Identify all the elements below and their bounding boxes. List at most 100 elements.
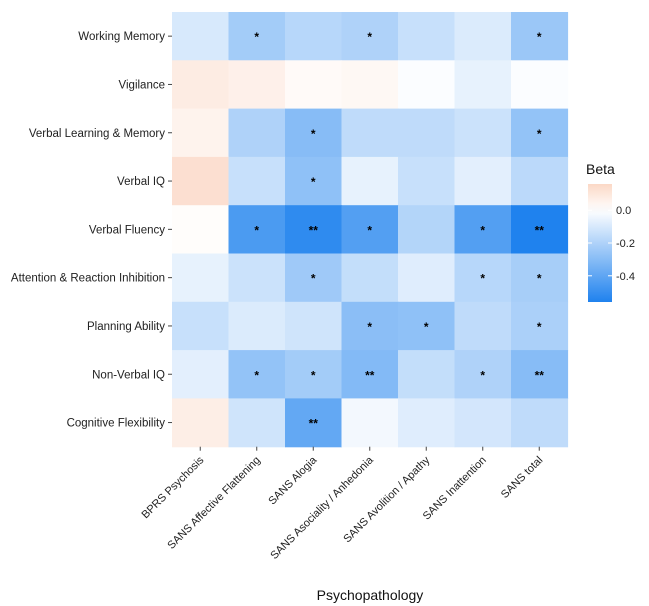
heatmap-cell — [172, 350, 230, 399]
y-tick-label: Verbal Learning & Memory — [29, 128, 165, 140]
significance-star: * — [537, 127, 542, 141]
heatmap-cell — [511, 156, 569, 206]
heatmap-cell — [511, 398, 569, 448]
color-legend: Beta 0.0 -0.2 -0.4 — [586, 161, 635, 302]
heatmap-cell — [454, 253, 512, 303]
significance-star: * — [367, 223, 372, 237]
heatmap-cell — [511, 301, 569, 351]
heatmap-cell — [285, 205, 343, 255]
heatmap-cell — [398, 350, 456, 399]
heatmap-cell — [228, 350, 286, 399]
heatmap-cell — [228, 60, 286, 110]
heatmap-cell — [341, 60, 399, 110]
heatmap-cell — [454, 301, 512, 351]
significance-star: * — [254, 30, 259, 44]
heatmap-cell — [511, 12, 569, 61]
heatmap-cell — [341, 156, 399, 206]
significance-star: * — [311, 368, 316, 382]
heatmap-cell — [172, 398, 230, 448]
heatmap-cell — [511, 108, 569, 158]
y-tick-label: Vigilance — [119, 79, 165, 91]
y-tick-label: Verbal IQ — [117, 176, 165, 188]
significance-star: * — [311, 175, 316, 189]
significance-star: ** — [535, 223, 545, 237]
heatmap-cell — [341, 12, 399, 61]
significance-star: * — [480, 223, 485, 237]
heatmap-cell — [285, 12, 343, 61]
heatmap-cell — [454, 350, 512, 399]
heatmap-cell — [398, 205, 456, 255]
heatmap-cell — [285, 60, 343, 110]
heatmap-cell — [228, 398, 286, 448]
heatmap-cell — [228, 108, 286, 158]
heatmap-cell — [228, 301, 286, 351]
heatmap-cell — [285, 301, 343, 351]
heatmap-cell — [172, 205, 230, 255]
heatmap-cell — [285, 253, 343, 303]
significance-star: * — [367, 30, 372, 44]
x-tick-label: SANS Affective Flattening — [165, 454, 262, 551]
heatmap-cell — [398, 108, 456, 158]
significance-star: * — [480, 272, 485, 286]
y-tick-label: Cognitive Flexibility — [67, 418, 166, 430]
y-axis: Working Memory Vigilance Verbal Learning &… — [11, 31, 172, 430]
heatmap-cell — [341, 205, 399, 255]
heatmap-cell — [285, 350, 343, 399]
heatmap-cell — [454, 108, 512, 158]
x-tick-label: SANS Inattention — [421, 454, 489, 522]
heatmap-cell — [341, 350, 399, 399]
significance-star: * — [367, 320, 372, 334]
y-tick-label: Working Memory — [78, 31, 165, 43]
heatmap-cells — [172, 12, 569, 448]
x-tick-label: SANS Alogia — [266, 454, 320, 508]
heatmap-cell — [172, 253, 230, 303]
heatmap-cell — [398, 12, 456, 61]
heatmap-cell — [398, 301, 456, 351]
heatmap-cell — [285, 156, 343, 206]
heatmap-cell — [341, 253, 399, 303]
significance-star: * — [480, 368, 485, 382]
heatmap-cell — [454, 156, 512, 206]
significance-annotations: * * ** *** ** * * *** * ** * ** * ** * **** — [254, 30, 544, 430]
x-tick-label: SANS total — [499, 454, 546, 501]
heatmap-cell — [172, 60, 230, 110]
legend-tick-label: 0.0 — [616, 205, 631, 217]
significance-star: * — [311, 272, 316, 286]
heatmap-cell — [228, 205, 286, 255]
heatmap-cell — [511, 60, 569, 110]
heatmap-cell — [228, 156, 286, 206]
heatmap-cell — [398, 253, 456, 303]
x-tick-label: SANS Asociality / Anhedonia — [268, 454, 376, 562]
x-axis-title: Psychopathology — [317, 587, 424, 603]
heatmap-cell — [341, 108, 399, 158]
heatmap-cell — [511, 350, 569, 399]
legend-tick-label: -0.4 — [616, 271, 635, 283]
y-tick-label: Attention & Reaction Inhibition — [11, 273, 165, 285]
significance-star: ** — [365, 368, 375, 382]
significance-star: * — [537, 272, 542, 286]
significance-star: ** — [535, 368, 545, 382]
heatmap-cell — [172, 156, 230, 206]
legend-tick-label: -0.2 — [616, 238, 635, 250]
heatmap-cell — [454, 205, 512, 255]
heatmap-cell — [228, 12, 286, 61]
heatmap-cell — [454, 12, 512, 61]
y-tick-label: Verbal Fluency — [89, 224, 165, 236]
y-tick-label: Non-Verbal IQ — [92, 369, 165, 381]
significance-star: * — [254, 368, 259, 382]
significance-star: * — [254, 223, 259, 237]
significance-star: * — [537, 30, 542, 44]
significance-star: * — [311, 127, 316, 141]
heatmap-cell — [511, 253, 569, 303]
legend-title: Beta — [586, 161, 615, 177]
heatmap-cell — [454, 398, 512, 448]
heatmap-cell — [398, 60, 456, 110]
heatmap-cell — [172, 301, 230, 351]
significance-star: ** — [309, 417, 319, 431]
significance-star: * — [424, 320, 429, 334]
heatmap-cell — [341, 398, 399, 448]
significance-star: ** — [309, 223, 319, 237]
y-tick-label: Planning Ability — [87, 321, 165, 333]
heatmap-cell — [511, 205, 569, 255]
